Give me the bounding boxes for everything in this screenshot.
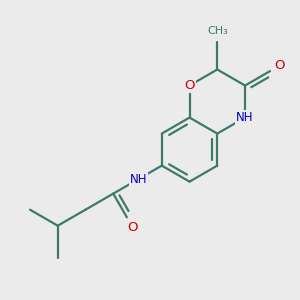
Text: O: O: [184, 79, 195, 92]
Text: O: O: [275, 59, 285, 72]
Text: CH₃: CH₃: [207, 26, 228, 36]
Text: NH: NH: [236, 111, 254, 124]
Text: O: O: [127, 220, 138, 234]
Text: NH: NH: [130, 173, 147, 186]
